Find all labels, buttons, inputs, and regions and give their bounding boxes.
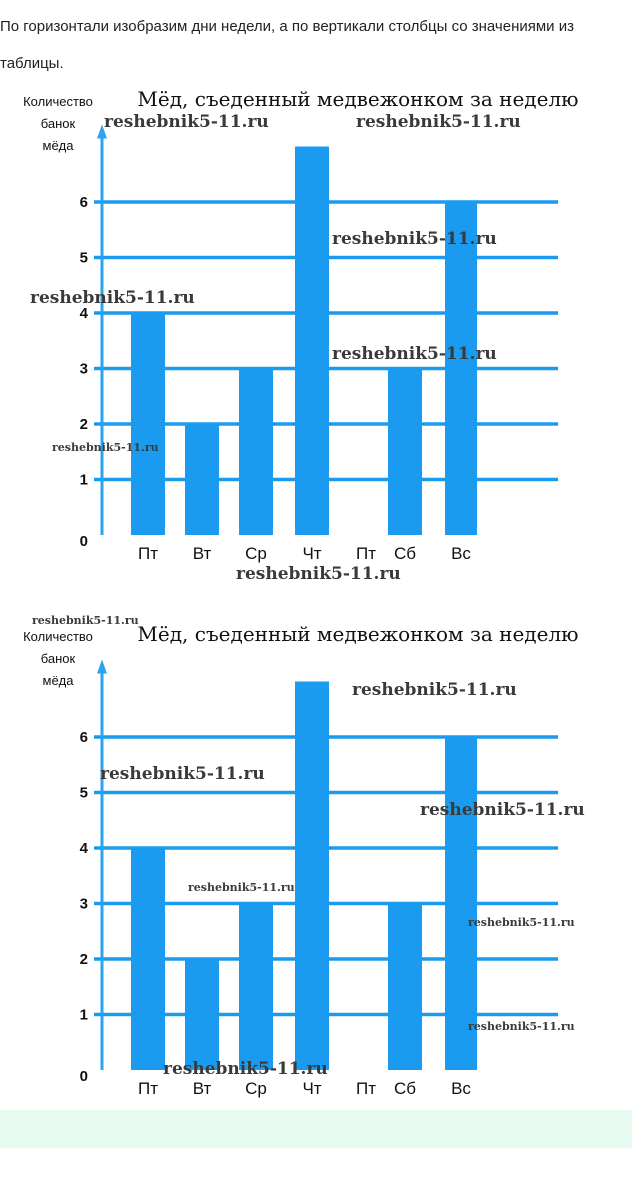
- bar: [185, 424, 219, 535]
- y-axis-label-line: Количество: [23, 94, 93, 109]
- y-tick-label: 0: [80, 1068, 88, 1085]
- y-tick-label: 3: [80, 896, 88, 913]
- bar: [239, 903, 273, 1070]
- watermark-text: reshebnik5-11.ru: [332, 229, 497, 249]
- x-category-label: Вс: [451, 544, 471, 563]
- y-tick-label: 4: [80, 305, 89, 322]
- watermark-text: reshebnik5-11.ru: [52, 441, 159, 454]
- y-tick-label: 6: [80, 729, 88, 746]
- x-category-label: Пт: [138, 1079, 158, 1098]
- y-tick-label: 1: [80, 1007, 88, 1024]
- y-tick-label: 1: [80, 472, 88, 489]
- x-category-label: Вс: [451, 1079, 471, 1098]
- watermark-text: reshebnik5-11.ru: [100, 764, 265, 784]
- bar: [239, 368, 273, 535]
- y-tick-label: 6: [80, 194, 88, 211]
- bar: [445, 737, 477, 1070]
- bar: [388, 368, 422, 535]
- bar: [131, 848, 165, 1070]
- x-category-label: Ср: [245, 544, 267, 563]
- y-axis-arrow: [97, 659, 107, 674]
- x-category-label: Пт: [138, 544, 158, 563]
- x-category-label: Сб: [394, 544, 416, 563]
- bar: [295, 681, 329, 1070]
- y-tick-label: 5: [80, 250, 88, 267]
- x-category-label: Сб: [394, 1079, 416, 1098]
- watermark-text: reshebnik5-11.ru: [236, 564, 401, 584]
- y-tick-label: 2: [80, 951, 88, 968]
- x-category-label: Чт: [302, 544, 321, 563]
- x-category-label: Ср: [245, 1079, 267, 1098]
- y-axis-label-line: мёда: [43, 673, 75, 688]
- y-axis-label-line: мёда: [43, 138, 75, 153]
- x-category-label: Пт: [356, 544, 376, 563]
- y-tick-label: 3: [80, 361, 88, 378]
- footer-band: [0, 1110, 632, 1148]
- x-category-label: Вт: [193, 544, 212, 563]
- watermark-text: reshebnik5-11.ru: [352, 680, 517, 700]
- y-tick-label: 5: [80, 785, 88, 802]
- y-axis-label-line: банок: [41, 116, 76, 131]
- bar: [185, 959, 219, 1070]
- watermark-text: reshebnik5-11.ru: [163, 1059, 328, 1079]
- watermark-text: reshebnik5-11.ru: [104, 112, 269, 132]
- x-category-label: Чт: [302, 1079, 321, 1098]
- x-category-label: Вт: [193, 1079, 212, 1098]
- chart-title: Мёд, съеденный медвежонком за неделю: [137, 87, 578, 111]
- y-axis-label-line: банок: [41, 651, 76, 666]
- y-tick-label: 0: [80, 533, 88, 550]
- y-axis-label-line: Количество: [23, 629, 93, 644]
- y-tick-label: 4: [80, 840, 89, 857]
- watermark-text: reshebnik5-11.ru: [188, 881, 295, 894]
- watermark-text: reshebnik5-11.ru: [356, 112, 521, 132]
- bar: [388, 903, 422, 1070]
- honey-bar-chart-2: Мёд, съеденный медвежонком за неделю Коли…: [23, 615, 585, 1098]
- watermark-text: reshebnik5-11.ru: [32, 615, 139, 627]
- x-category-label: Пт: [356, 1079, 376, 1098]
- y-tick-label: 2: [80, 416, 88, 433]
- honey-bar-chart-1: Мёд, съеденный медвежонком за неделю Коли…: [23, 87, 578, 584]
- y-axis-arrow: [97, 124, 107, 139]
- watermark-text: reshebnik5-11.ru: [468, 1020, 575, 1033]
- intro-text: По горизонтали изобразим дни недели, а п…: [0, 18, 574, 72]
- bar: [295, 146, 329, 535]
- chart-title: Мёд, съеденный медвежонком за неделю: [137, 622, 578, 646]
- bar: [131, 313, 165, 535]
- watermark-text: reshebnik5-11.ru: [30, 288, 195, 308]
- watermark-text: reshebnik5-11.ru: [332, 344, 497, 364]
- bar: [445, 202, 477, 535]
- watermark-text: reshebnik5-11.ru: [468, 916, 575, 929]
- watermark-text: reshebnik5-11.ru: [420, 800, 585, 820]
